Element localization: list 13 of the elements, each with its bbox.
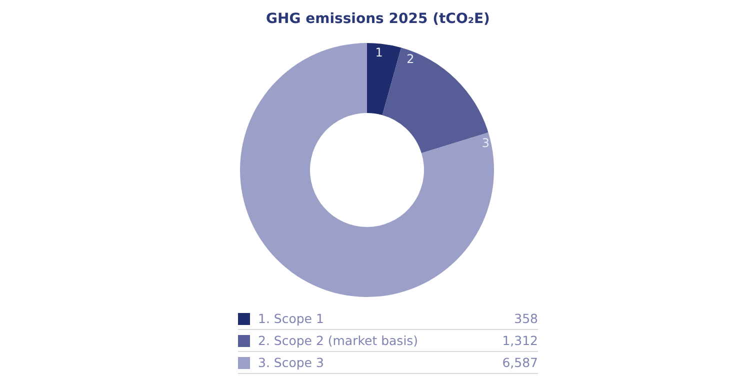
donut-slice [240, 43, 494, 297]
text: 3 [482, 136, 490, 150]
chart-title: GHG emissions 2025 (tCO₂E) [265, 11, 491, 27]
legend-label: 1. Scope 1 [258, 311, 325, 326]
data-label: 1,312 [502, 333, 538, 348]
data-label: 358 [514, 311, 538, 326]
donut-slice [367, 43, 402, 116]
text: 1 [375, 45, 383, 60]
data-label: 6,587 [502, 355, 538, 370]
text: 2 [406, 52, 414, 66]
legend-label: 2. Scope 2 (market basis) [258, 333, 420, 348]
donut-slice [382, 48, 488, 154]
legend-label: 3. Scope 3 [258, 355, 325, 370]
